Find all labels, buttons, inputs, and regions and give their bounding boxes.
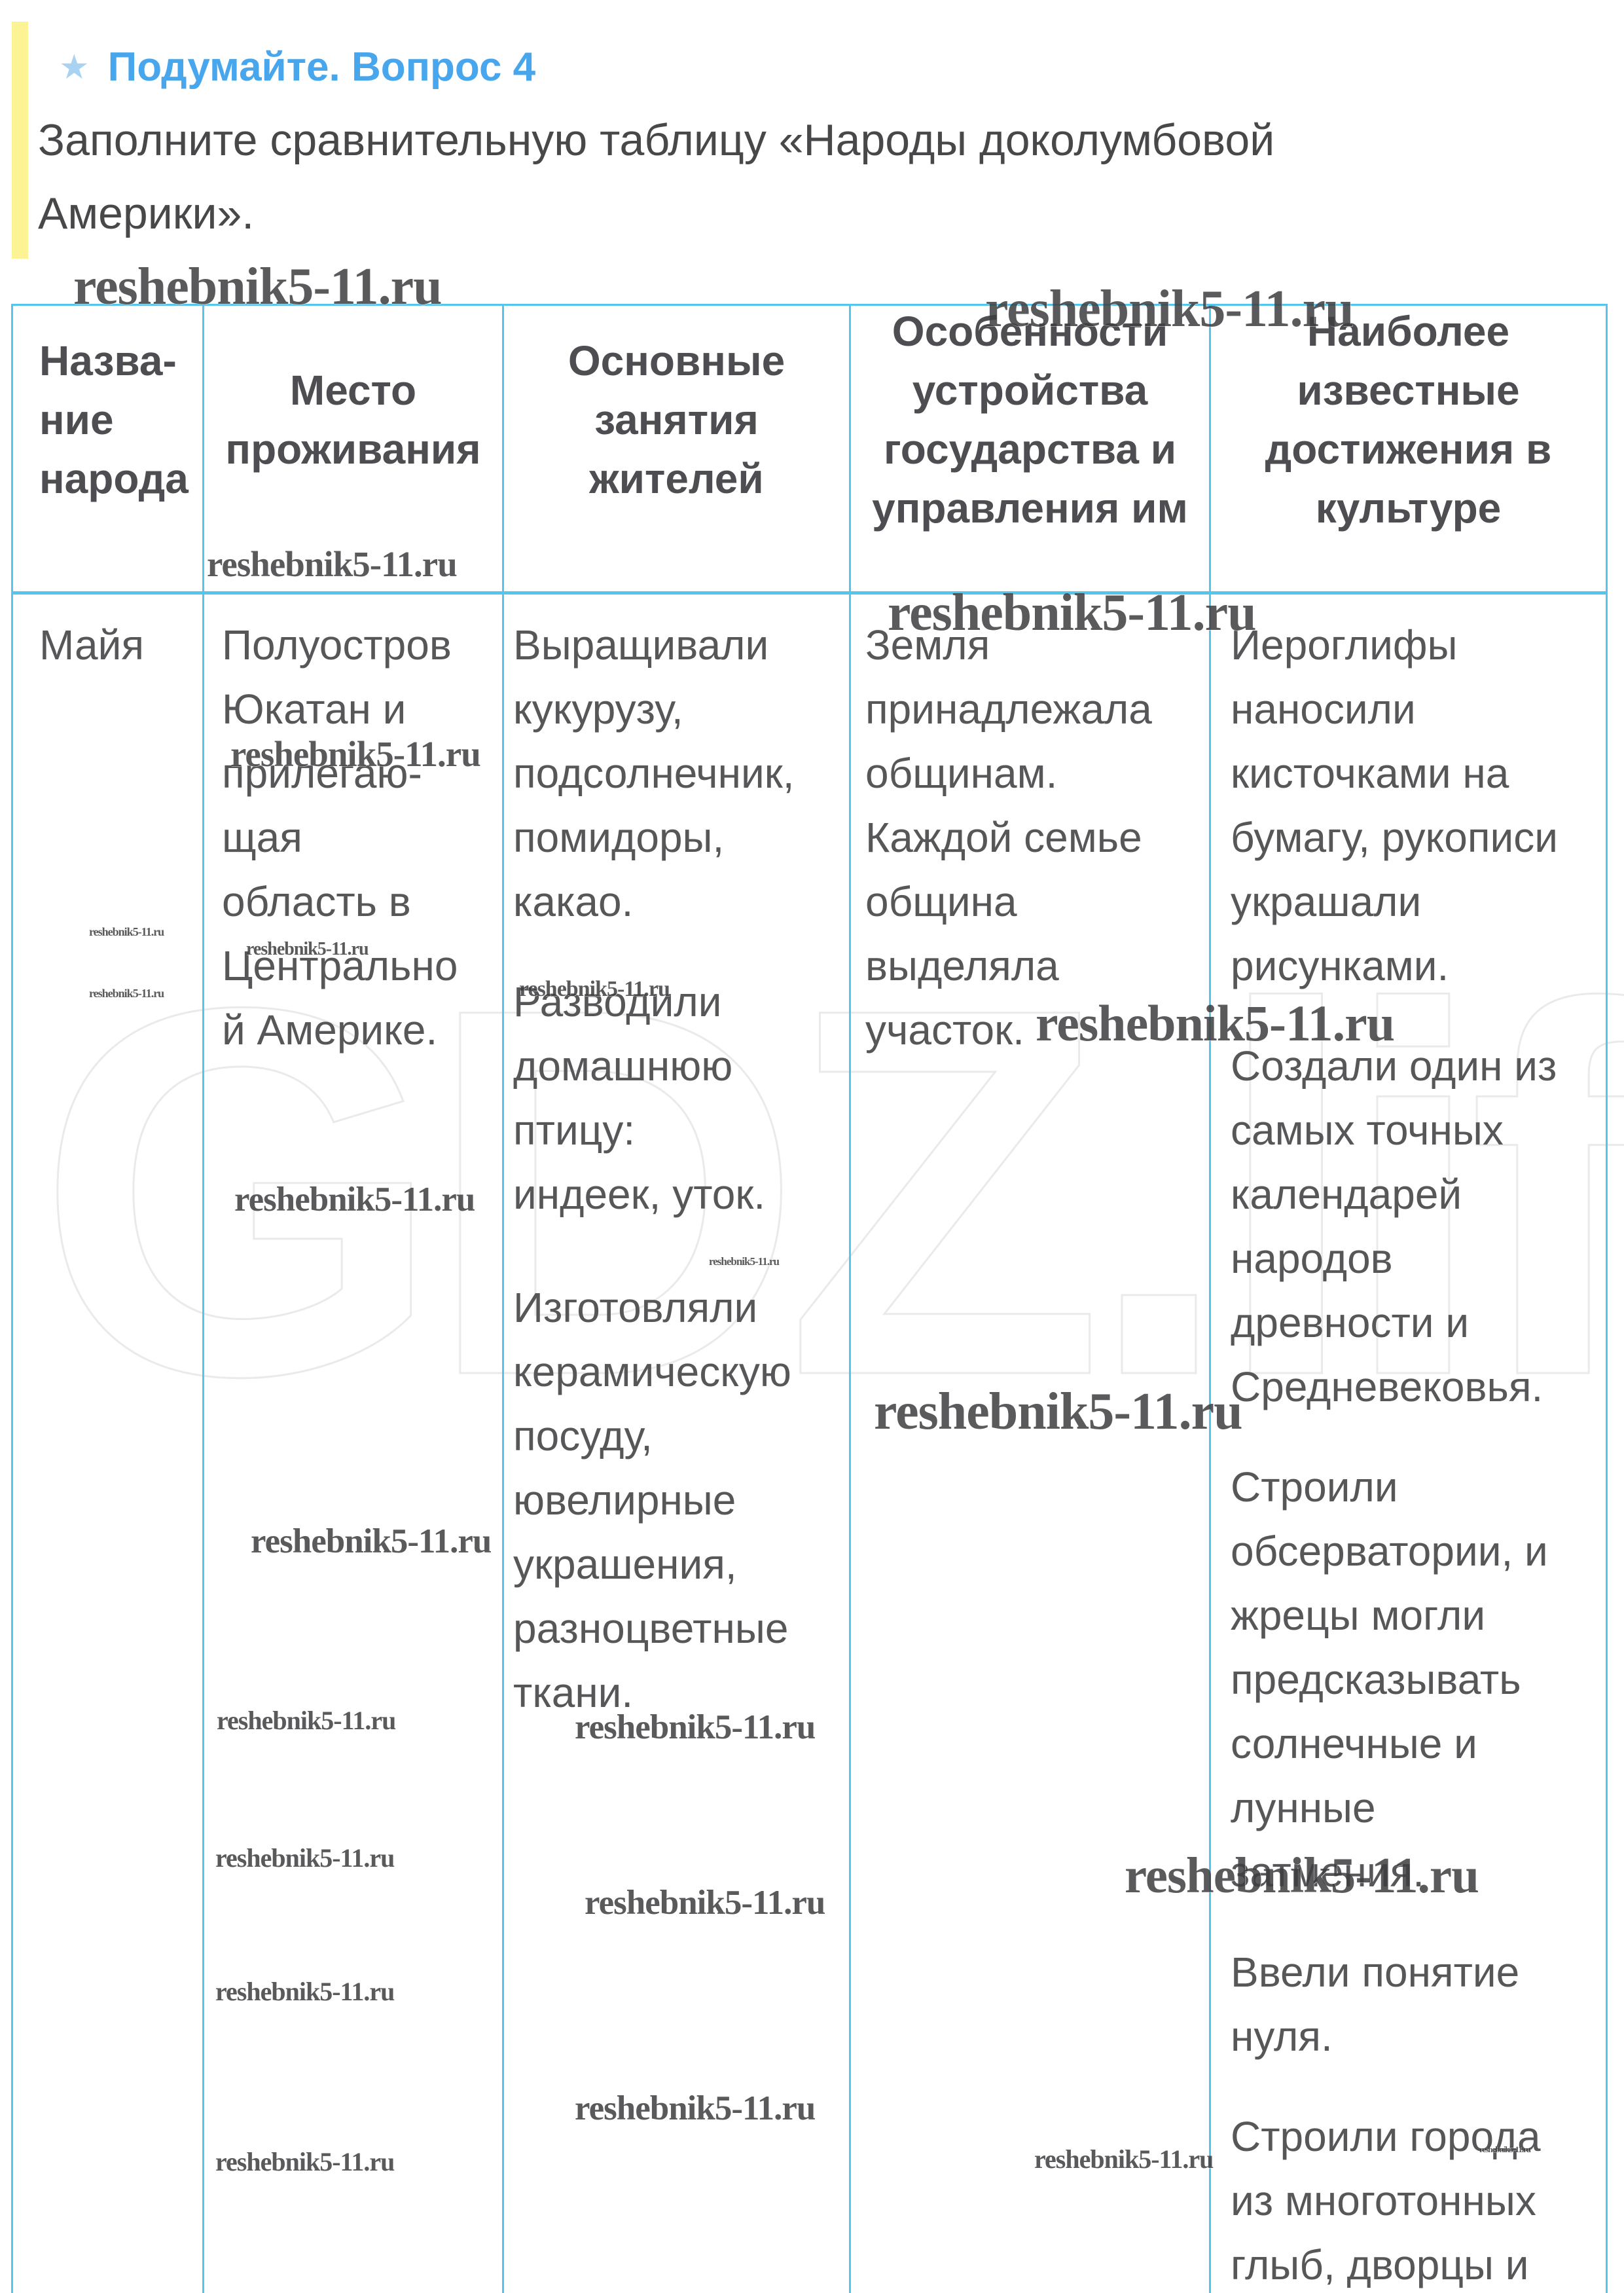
header-cell-people-name: Назва- ние народа [13,306,204,595]
cell-achievements: Иероглифы наносили кисточками на бумагу,… [1211,595,1606,2293]
star-icon: ★ [59,48,90,86]
occupations-paragraph: Изготовляли керамическую посуду, ювелирн… [513,1284,791,1716]
yellow-highlight-bar [12,22,28,259]
cell-occupations: Выращивали кукурузу, подсолнечник, помид… [504,595,851,2293]
achievements-paragraph: Строили обсерватории, и жрецы могли пред… [1231,1463,1548,1896]
header-cell-occupations: Основные занятия жителей [504,306,851,595]
achievements-paragraph: Ввели понятие нуля. [1231,1949,1520,2060]
header-cell-place: Место проживания [204,306,504,595]
cell-state-structure: Земля принадлежала общинам. Каждой семье… [851,595,1211,2293]
comparison-table: Назва- ние народа Место проживания Основ… [11,304,1608,2293]
occupations-paragraph: Выращивали кукурузу, подсолнечник, помид… [513,621,795,925]
gdz-giant-watermark: GDZ.life [35,899,1624,1484]
question-title: Подумайте. Вопрос 4 [107,45,536,90]
achievements-paragraph: Строили города из многотонных глыб, двор… [1231,2113,1541,2288]
achievements-paragraph: Создали один из самых точных календарей … [1231,1042,1557,1410]
question-text: Заполните сравнительную таблицу «Народы … [38,115,1275,238]
question-header: ★ Подумайте. Вопрос 4 [59,45,535,90]
header-cell-state-structure: Особенности устройства государства и упр… [851,306,1211,595]
achievements-paragraph: Иероглифы наносили кисточками на бумагу,… [1231,621,1558,989]
cell-people-name: Майя [13,595,204,2293]
header-cell-achievements: Наиболее известные достижения в культуре [1211,306,1606,595]
cell-place: Полуостров Юкатан и прилегаю- щая област… [204,595,504,2293]
occupations-paragraph: Разводили домашнюю птицу: индеек, уток. [513,978,766,1218]
